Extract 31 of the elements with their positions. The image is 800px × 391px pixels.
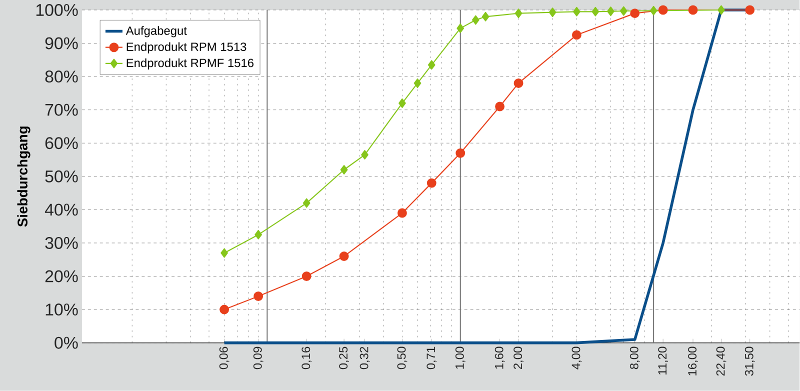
x-tick-label: 1,60 bbox=[494, 346, 505, 369]
x-tick-label: 4,00 bbox=[572, 346, 582, 370]
x-tick-label: 22,40 bbox=[716, 346, 726, 376]
y-tick-label: 70% bbox=[45, 104, 78, 116]
x-tick-label: 11,20 bbox=[658, 346, 668, 375]
x-tick-label: 0,06 bbox=[219, 346, 230, 370]
x-tick-label: 0,25 bbox=[339, 346, 349, 370]
x-tick-label: 1,00 bbox=[455, 346, 466, 369]
y-tick-label: 80% bbox=[45, 70, 78, 83]
y-tick-label: 60% bbox=[45, 137, 78, 150]
legend-label: Endprodukt RPM 1513 bbox=[126, 42, 246, 54]
legend-label: Aufgabegut bbox=[126, 26, 187, 38]
x-tick-label: 8,00 bbox=[630, 346, 640, 370]
y-tick-label: 40% bbox=[44, 204, 78, 216]
x-tick-label: 0,32 bbox=[360, 347, 370, 370]
y-tick-label: 10% bbox=[46, 304, 78, 316]
x-tick-label: 31,50 bbox=[744, 346, 755, 376]
x-tick-label: 0,50 bbox=[397, 346, 408, 370]
y-tick-label: 30% bbox=[45, 237, 78, 250]
y-tick-label: 100% bbox=[36, 4, 78, 16]
legend-label: Endprodukt RPMF 1516 bbox=[126, 58, 254, 70]
y-tick-label: 50% bbox=[45, 170, 78, 182]
y-tick-label: 0% bbox=[54, 336, 78, 349]
y-tick-label: 90% bbox=[45, 37, 78, 50]
x-tick-label: 2,00 bbox=[514, 346, 524, 370]
x-tick-label: 16,00 bbox=[688, 346, 698, 376]
y-tick-label: 20% bbox=[45, 270, 78, 282]
x-tick-label: 0,09 bbox=[253, 347, 264, 370]
x-tick-label: 0,16 bbox=[302, 346, 312, 370]
y-axis-title: Siebdurchgang bbox=[17, 126, 30, 227]
x-tick-label: 0,71 bbox=[426, 347, 437, 370]
